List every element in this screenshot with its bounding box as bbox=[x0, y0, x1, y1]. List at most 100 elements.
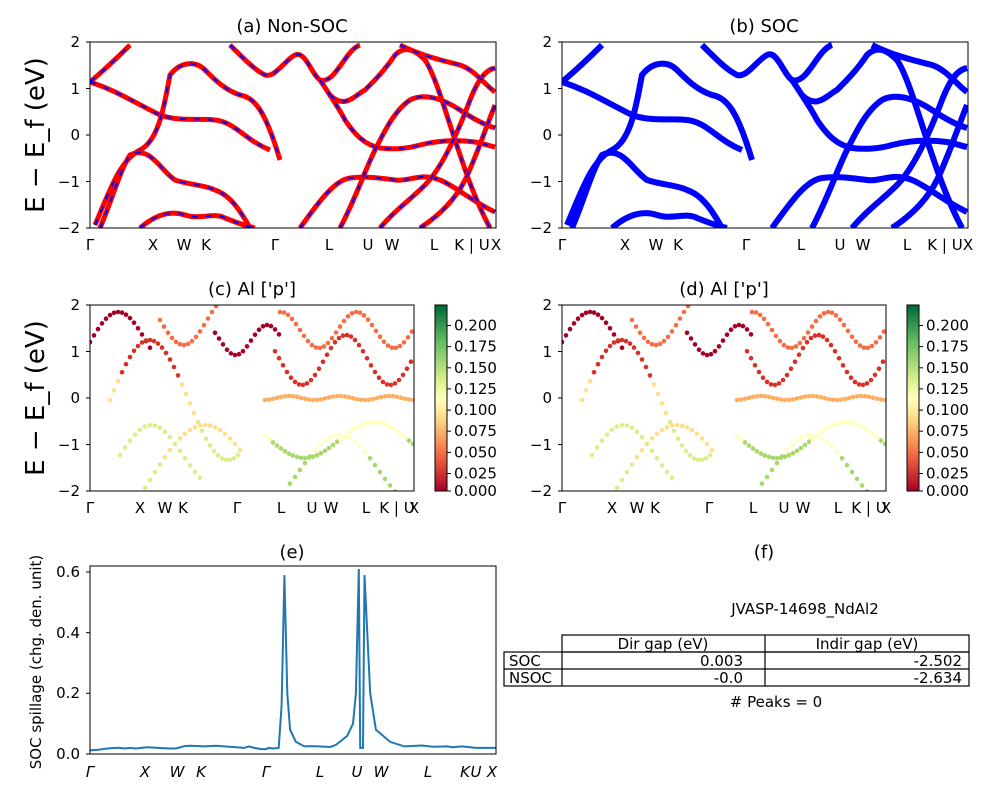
band-point bbox=[306, 397, 312, 402]
band-point bbox=[571, 321, 577, 326]
band-point bbox=[654, 455, 660, 461]
band-point bbox=[661, 338, 667, 344]
band-point bbox=[579, 312, 585, 318]
band-point bbox=[842, 419, 848, 425]
band-point bbox=[760, 375, 766, 381]
y-tick-label: 1 bbox=[70, 80, 80, 98]
band-point bbox=[704, 352, 710, 358]
band-point bbox=[882, 441, 886, 447]
panel-a: (a) Non-SOC bbox=[21, 16, 501, 254]
band-point bbox=[809, 324, 815, 329]
band-point bbox=[123, 312, 129, 318]
band-point bbox=[157, 462, 163, 467]
band-point bbox=[142, 424, 148, 429]
band-point bbox=[394, 394, 400, 400]
band-point bbox=[115, 378, 121, 384]
band-point bbox=[177, 342, 183, 347]
band-point bbox=[748, 355, 754, 361]
colorbar-tick-label: 0.150 bbox=[926, 359, 969, 377]
band-point bbox=[864, 381, 870, 386]
band-point bbox=[135, 326, 141, 331]
band-point bbox=[266, 436, 272, 442]
panel-b-y-ticks: 2 1 0 −1 −2 bbox=[530, 33, 562, 237]
band-point bbox=[762, 393, 768, 399]
band-point bbox=[611, 340, 617, 345]
band-point bbox=[213, 305, 219, 309]
band-point bbox=[812, 333, 818, 338]
table-header-indir-gap: Indir gap (eV) bbox=[816, 635, 919, 653]
band-point bbox=[404, 366, 410, 372]
k-tick-label: W bbox=[385, 236, 400, 254]
k-tick-label: L bbox=[362, 499, 371, 517]
y-tick-label: 2 bbox=[542, 33, 552, 51]
y-tick-label: 0.2 bbox=[56, 684, 80, 702]
band-point bbox=[819, 435, 825, 441]
band-point bbox=[187, 427, 193, 433]
band-point bbox=[262, 397, 268, 403]
band-point bbox=[317, 345, 323, 351]
band-point bbox=[401, 340, 407, 345]
band-point bbox=[162, 454, 168, 460]
band-point bbox=[345, 314, 351, 319]
band-point bbox=[704, 441, 710, 447]
band-point bbox=[826, 424, 832, 430]
band-point bbox=[649, 342, 655, 347]
band-point bbox=[281, 310, 287, 315]
band-point bbox=[832, 349, 838, 354]
band-point bbox=[639, 357, 645, 362]
band-point bbox=[695, 457, 701, 463]
band-point bbox=[881, 329, 886, 334]
band-point bbox=[758, 451, 764, 457]
band-point bbox=[157, 317, 163, 323]
k-tick-label: K bbox=[673, 236, 684, 254]
band-point bbox=[699, 436, 705, 441]
band-point bbox=[794, 396, 800, 401]
band-point bbox=[142, 485, 148, 491]
panel-d-x-ticks: Γ X W K Γ L U W L K | U X bbox=[558, 499, 891, 517]
band-point bbox=[764, 379, 770, 385]
panel-c-x-ticks: Γ X W K Γ L U W L K | U X bbox=[86, 499, 419, 517]
band-point bbox=[192, 469, 198, 475]
band-point bbox=[631, 345, 637, 350]
band-point bbox=[393, 345, 399, 351]
band-point bbox=[740, 323, 746, 329]
colorbar-tick-label: 0.050 bbox=[926, 443, 969, 461]
band-point bbox=[562, 339, 565, 345]
k-tick-label: U bbox=[307, 499, 318, 517]
band-point bbox=[785, 345, 791, 350]
panel-b-x-ticks: Γ X W K Γ L U W L K | U X bbox=[558, 236, 973, 254]
band-point bbox=[849, 469, 855, 475]
band-point bbox=[738, 436, 744, 442]
band-point bbox=[270, 396, 276, 402]
band-point bbox=[754, 449, 760, 454]
band-point bbox=[789, 345, 795, 351]
k-tick-label: X bbox=[139, 763, 151, 781]
band-point bbox=[619, 345, 625, 351]
colorbar-tick-label: 0.075 bbox=[926, 422, 969, 440]
band-point bbox=[874, 396, 880, 402]
band-point bbox=[342, 433, 348, 439]
band-point bbox=[830, 422, 836, 428]
band-point bbox=[844, 462, 850, 468]
band-point bbox=[308, 377, 314, 383]
band-point bbox=[637, 330, 643, 336]
k-tick-label: W bbox=[170, 763, 186, 781]
band-point bbox=[368, 363, 374, 368]
band-point bbox=[758, 393, 764, 399]
panel-c-colorbar-ticks: 0.200 0.175 0.150 0.125 0.100 0.075 0.05… bbox=[447, 317, 497, 500]
band-point bbox=[139, 332, 145, 337]
band-point bbox=[333, 330, 339, 335]
band-point bbox=[358, 422, 364, 428]
band-point bbox=[147, 345, 153, 351]
band-point bbox=[350, 427, 356, 432]
band-point bbox=[298, 395, 304, 401]
band-point bbox=[151, 338, 157, 344]
band-point bbox=[629, 462, 635, 467]
band-point bbox=[122, 445, 128, 450]
band-point bbox=[858, 393, 864, 399]
band-point bbox=[720, 338, 726, 343]
band-point bbox=[394, 428, 400, 434]
band-point bbox=[742, 440, 748, 445]
band-point bbox=[654, 431, 660, 437]
